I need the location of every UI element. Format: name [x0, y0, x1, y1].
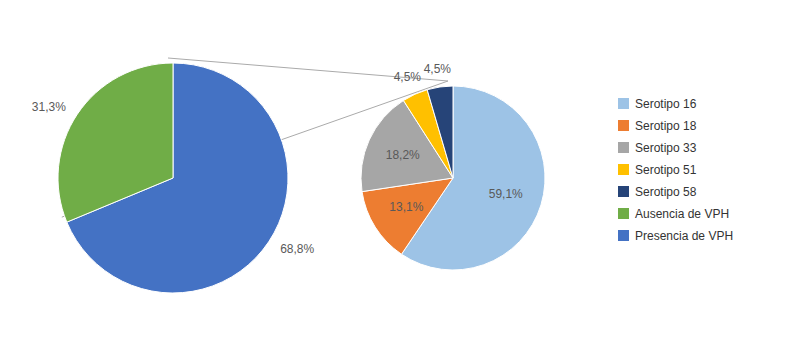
- svg-text:18,2%: 18,2%: [386, 148, 420, 162]
- html-text:Presencia de VPH: Presencia de VPH: [635, 228, 734, 243]
- svg-text:68,8%: 68,8%: [280, 242, 314, 256]
- svg-text:4,5%: 4,5%: [424, 62, 452, 76]
- html-text:Serotipo 33: Serotipo 33: [635, 140, 697, 155]
- html-text:Serotipo 58: Serotipo 58: [635, 184, 697, 199]
- html-text:Serotipo 16: Serotipo 16: [635, 96, 697, 111]
- html-text:Serotipo 18: Serotipo 18: [635, 118, 697, 133]
- svg-text:59,1%: 59,1%: [489, 187, 523, 201]
- svg-text:31,3%: 31,3%: [32, 100, 66, 114]
- html-text:Ausencia de VPH: Ausencia de VPH: [635, 206, 730, 221]
- svg-text:4,5%: 4,5%: [394, 70, 422, 84]
- svg-text:13,1%: 13,1%: [389, 200, 423, 214]
- html-text:Serotipo 51: Serotipo 51: [635, 162, 697, 177]
